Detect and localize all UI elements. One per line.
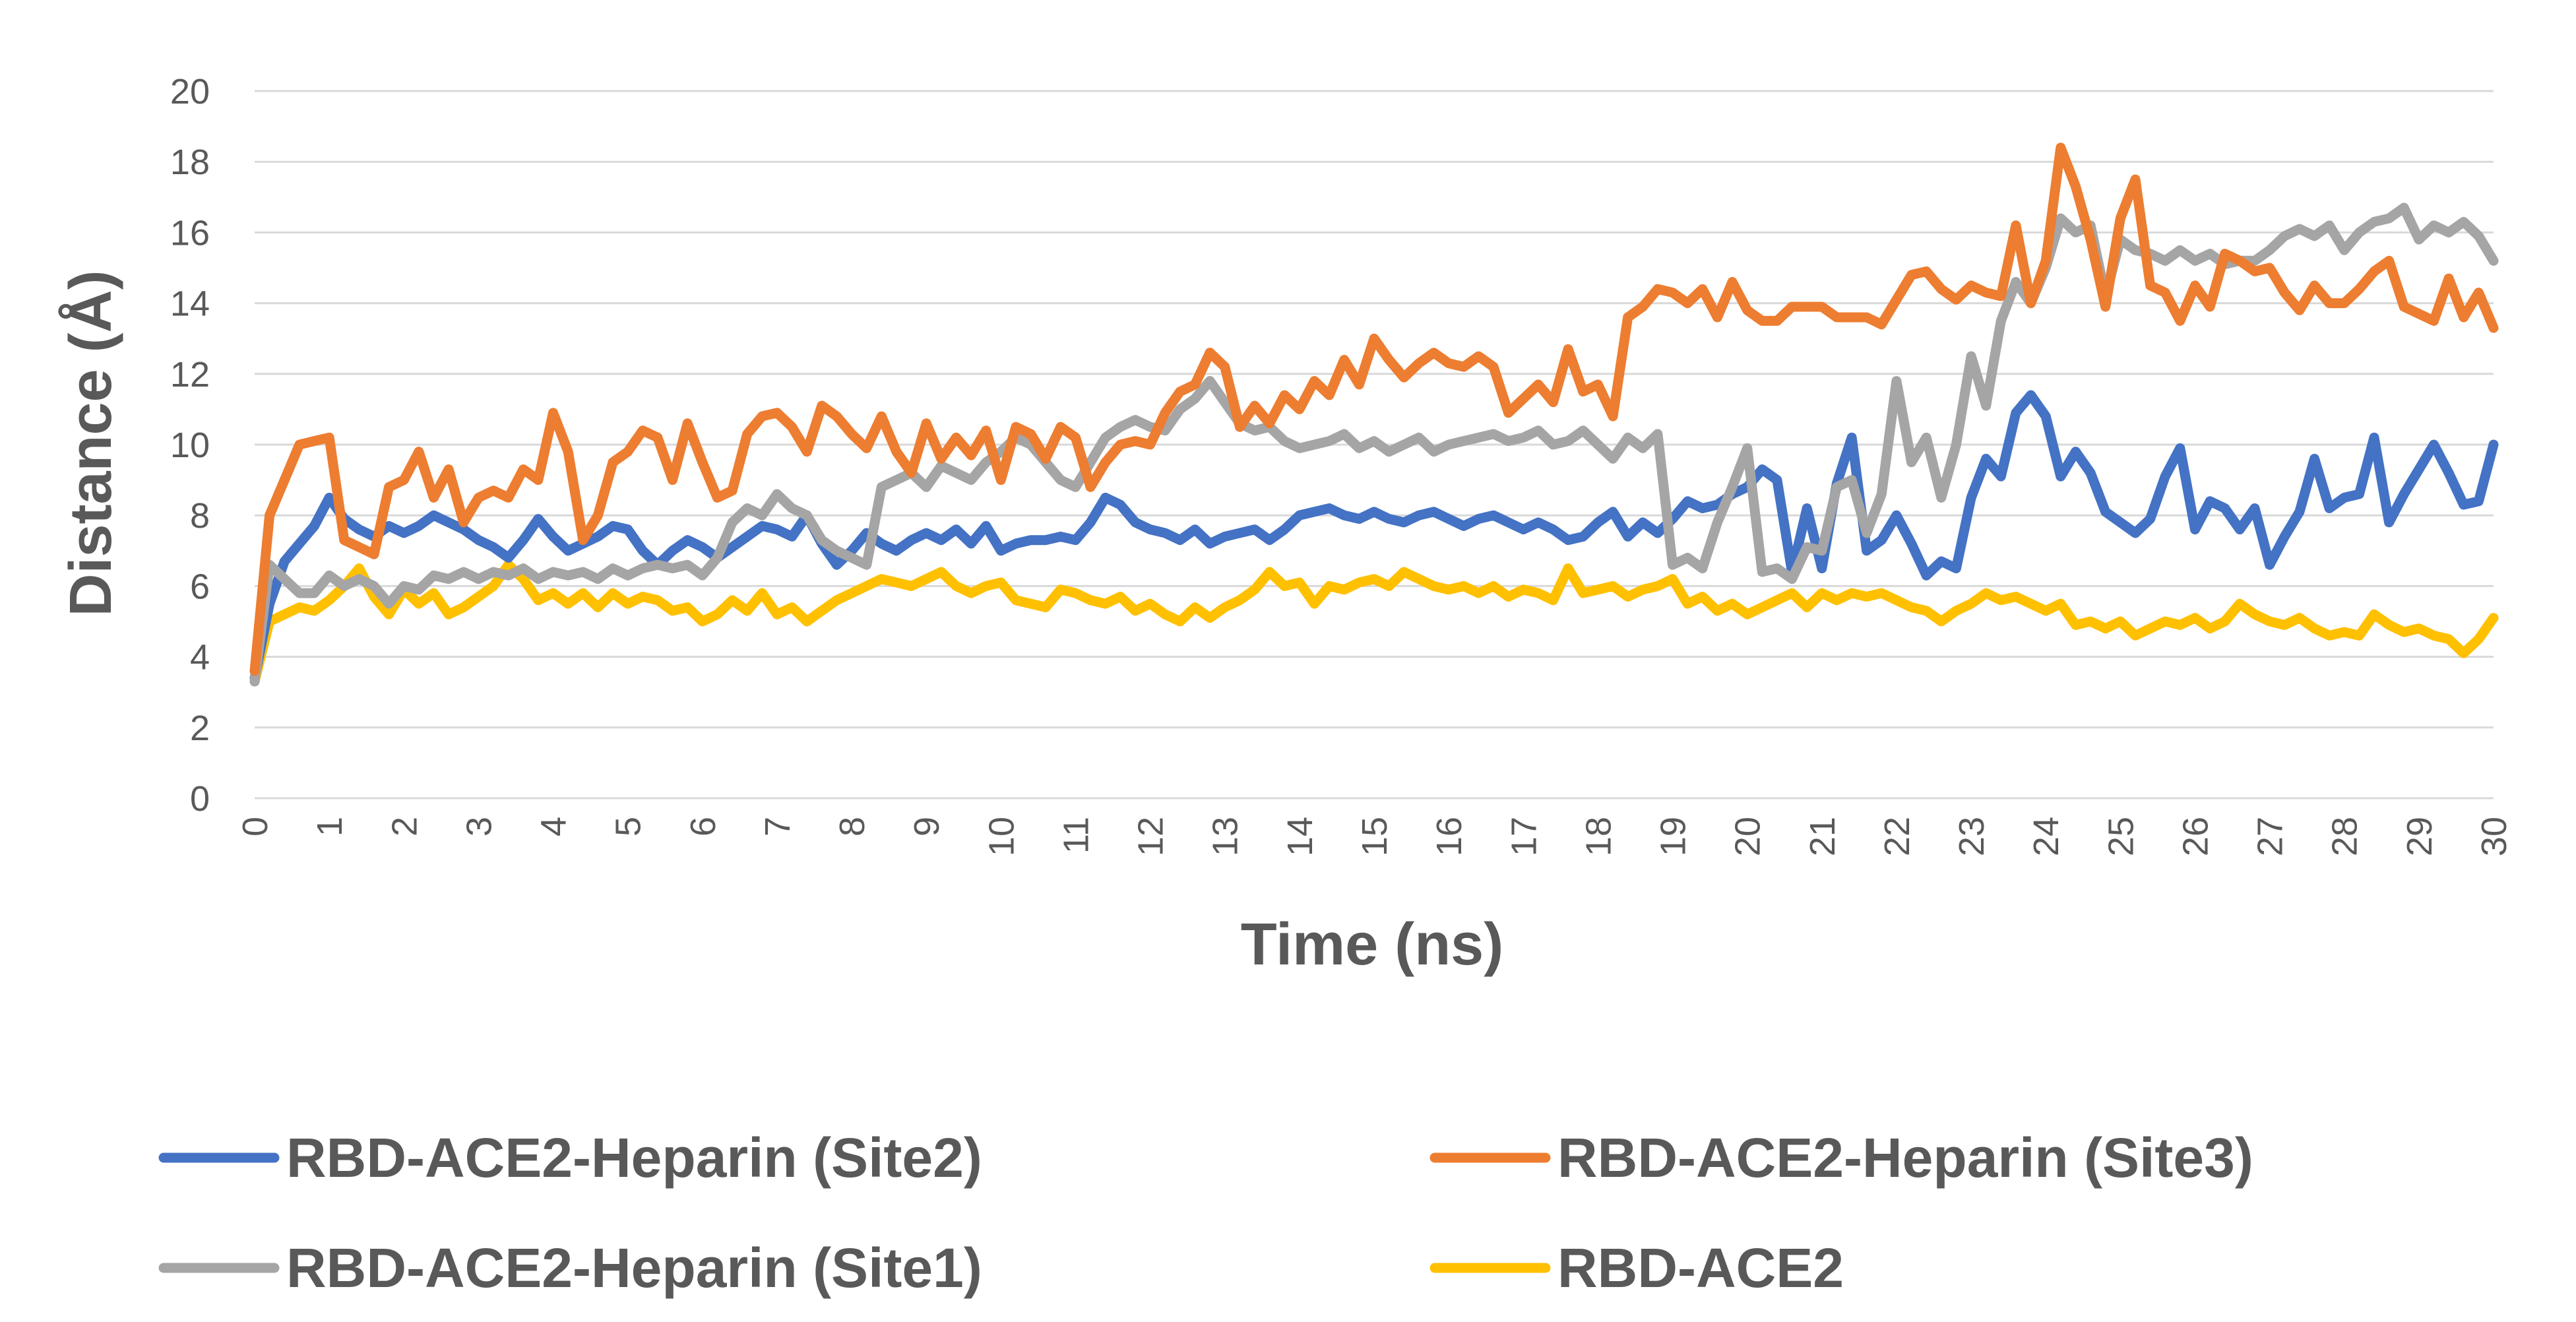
x-tick-label: 13 [1206,817,1245,856]
x-tick-label: 26 [2176,817,2215,856]
y-tick-label: 12 [170,355,210,394]
x-tick-label: 4 [534,817,574,836]
x-tick-label: 25 [2101,817,2141,856]
legend-label: RBD-ACE2-Heparin (Site2) [286,1127,982,1189]
legend-label: RBD-ACE2-Heparin (Site3) [1557,1127,2253,1189]
x-tick-label: 18 [1579,817,1618,856]
series-lines [249,142,2499,687]
x-tick-label: 0 [236,817,275,836]
y-tick-label: 14 [170,284,210,324]
x-tick-label: 24 [2026,817,2066,856]
legend-item: RBD-ACE2-Heparin (Site3) [1429,1127,2253,1189]
legend-item: RBD-ACE2 [1429,1237,1844,1299]
y-tick-label: 20 [170,72,210,111]
x-tick-label: 7 [758,817,798,836]
x-tick-label: 19 [1654,817,1693,856]
x-axis-title: Time (ns) [1241,912,1503,978]
y-tick-label: 8 [190,496,210,536]
series-line-1 [249,142,2499,676]
legend-item: RBD-ACE2-Heparin (Site1) [158,1237,982,1299]
x-tick-label: 12 [1131,817,1171,856]
y-tick-label: 18 [170,142,210,182]
x-tick-label: 1 [310,817,350,836]
x-tick-label: 11 [1056,817,1096,854]
y-tick-label: 10 [170,425,210,465]
y-tick-label: 4 [190,638,210,677]
x-tick-label: 5 [609,817,648,836]
x-tick-label: 9 [907,817,947,836]
legend-item: RBD-ACE2-Heparin (Site2) [158,1127,982,1189]
x-tick-label: 28 [2325,817,2365,856]
x-tick-label: 8 [832,817,872,836]
y-axis-title: Distance (Å) [58,270,124,616]
x-tick-label: 20 [1728,817,1768,856]
x-tick-label: 23 [1952,817,1992,856]
series-line-3 [249,559,2499,687]
y-tick-label: 16 [170,213,210,253]
x-tick-label: 17 [1504,817,1544,856]
y-tick-label: 2 [190,708,210,748]
x-tick-label: 16 [1429,817,1469,856]
x-tick-label: 29 [2400,817,2439,856]
x-tick-label: 22 [1877,817,1917,856]
y-axis-tick-labels: 0 2 4 6 8 10 12 14 16 18 20 [170,72,210,819]
legend: RBD-ACE2-Heparin (Site2) RBD-ACE2-Heparin… [158,1127,2253,1299]
y-tick-label: 6 [190,567,210,606]
x-tick-label: 14 [1280,817,1320,856]
x-tick-label: 27 [2251,817,2290,856]
x-tick-label: 2 [385,817,424,836]
legend-label: RBD-ACE2-Heparin (Site1) [286,1237,982,1299]
legend-label: RBD-ACE2 [1557,1237,1844,1299]
x-tick-label: 3 [459,817,499,836]
x-tick-label: 15 [1355,817,1395,856]
x-tick-label: 6 [683,817,723,836]
x-axis-tick-labels: 0 1 2 3 4 5 6 7 8 9 10 11 12 13 14 15 16 17 18 19 20 21 22 23 24… [236,817,2514,856]
y-tick-label: 0 [190,779,210,819]
x-tick-label: 10 [982,817,1021,856]
x-tick-label: 30 [2474,817,2514,856]
series-line-0 [249,390,2499,683]
x-tick-label: 21 [1803,817,1842,856]
